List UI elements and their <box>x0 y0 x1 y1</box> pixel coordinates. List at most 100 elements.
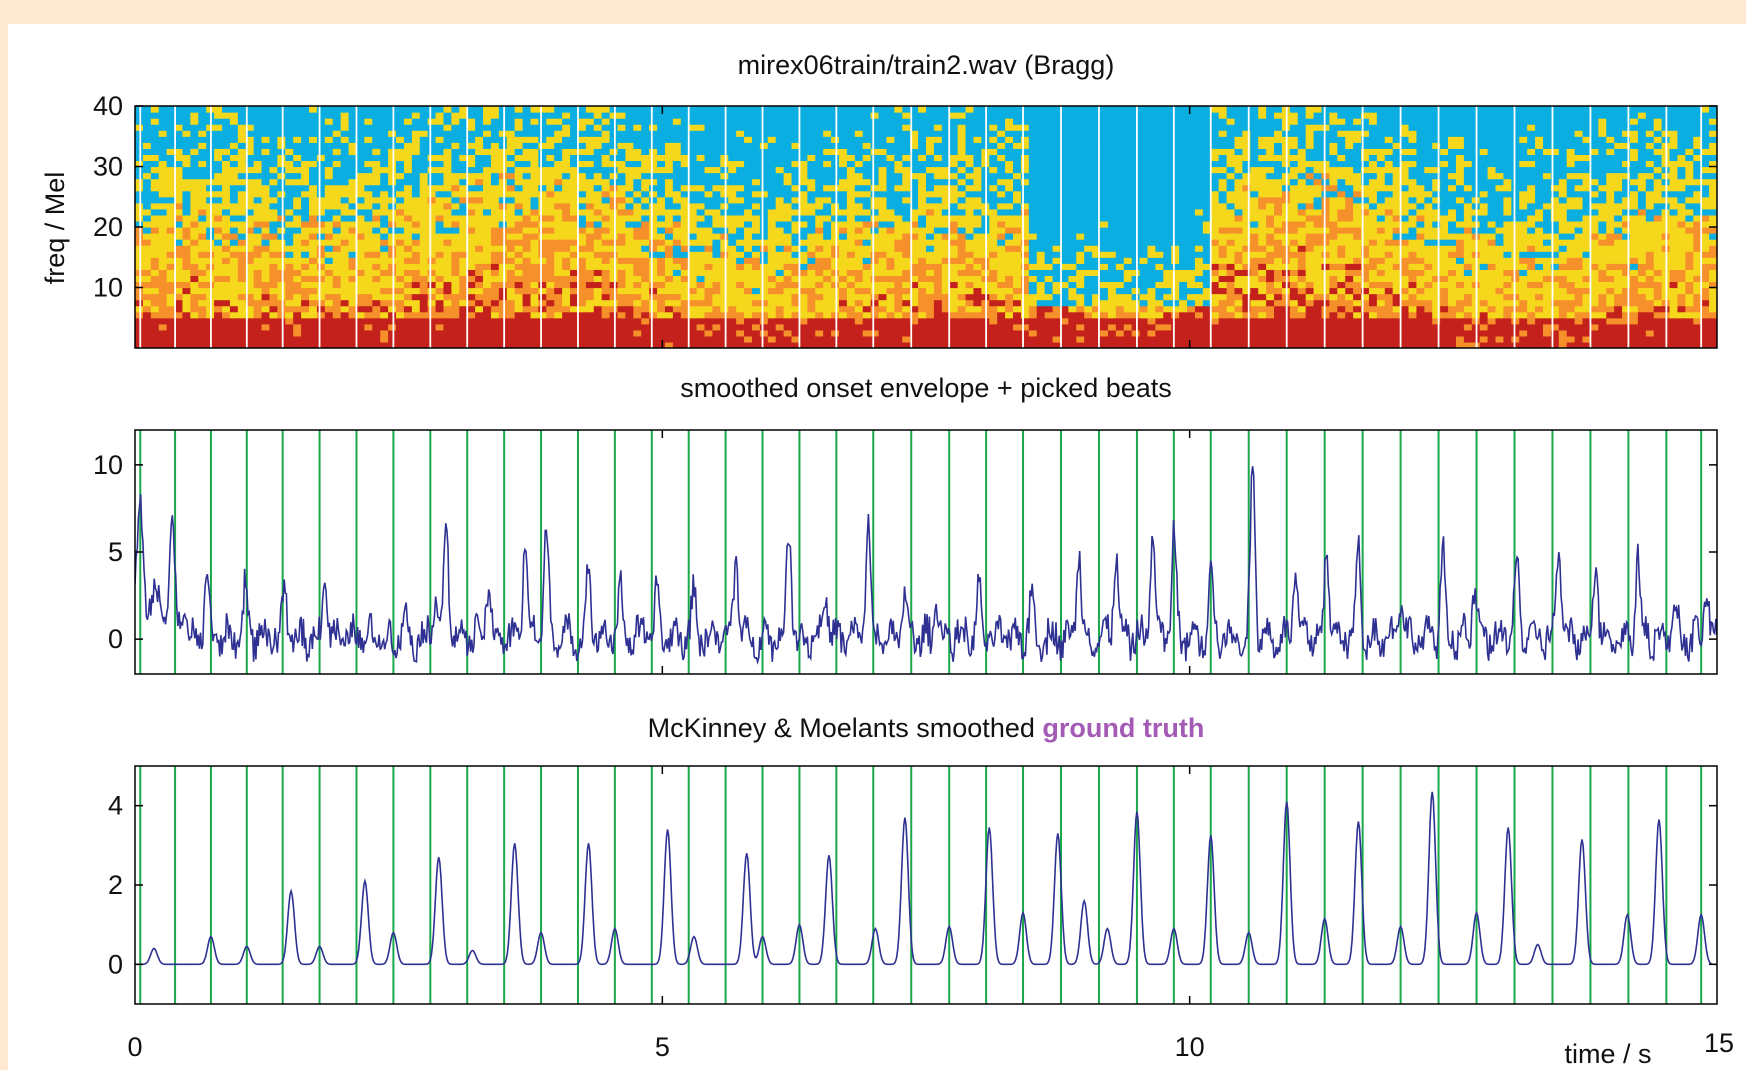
spectrogram-cell <box>1036 202 1046 210</box>
spectrogram-cell <box>672 220 682 228</box>
spectrogram-cell <box>1068 112 1077 119</box>
spectrogram-cell <box>593 208 603 216</box>
spectrogram-cell <box>1084 202 1093 210</box>
spectrogram-cell <box>862 263 872 270</box>
spectrogram-cell <box>1052 329 1062 337</box>
spectrogram-cell <box>680 245 690 252</box>
spectrogram-cell <box>261 142 271 149</box>
spectrogram-cell <box>870 112 880 119</box>
spectrogram-cell <box>973 160 982 168</box>
spectrogram-cell <box>949 190 959 198</box>
spectrogram-cell <box>823 275 832 283</box>
spectrogram-cell <box>403 245 413 252</box>
spectrogram-cell <box>767 106 777 113</box>
spectrogram-cell <box>459 136 468 143</box>
spectrogram-cell <box>348 275 358 283</box>
spectrogram-cell <box>1107 214 1117 222</box>
spectrogram-cell <box>269 299 278 307</box>
spectrogram-cell <box>332 227 342 234</box>
spectrogram-cell <box>941 214 951 222</box>
spectrogram-cell <box>419 251 429 258</box>
spectrogram-cell <box>633 166 642 174</box>
spectrogram-cell <box>712 293 721 301</box>
spectrogram-cell <box>498 166 508 174</box>
spectrogram-cell <box>649 323 658 331</box>
spectrogram-cell <box>364 305 373 313</box>
spectrogram-cell <box>657 118 666 125</box>
spectrogram-cell <box>1005 106 1014 113</box>
spectrogram-cell <box>593 305 603 313</box>
spectrogram-cell <box>1044 208 1054 216</box>
spectrogram-cell <box>1036 281 1046 289</box>
spectrogram-cell <box>253 269 263 276</box>
spectrogram-cell <box>1060 269 1069 276</box>
spectrogram-cell <box>498 190 508 198</box>
spectrogram-cell <box>285 154 294 162</box>
spectrogram-cell <box>664 190 674 198</box>
spectrogram-cell <box>1028 190 1038 198</box>
spectrogram-cell <box>633 317 642 325</box>
spectrogram-cell <box>577 245 587 252</box>
spectrogram-cell <box>372 281 381 289</box>
spectrogram-cell <box>1068 166 1077 174</box>
spectrogram-cell <box>182 341 191 348</box>
spectrogram-cell <box>506 154 516 162</box>
spectrogram-cell <box>1100 154 1109 162</box>
spectrogram-cell <box>933 293 943 301</box>
spectrogram-cell <box>799 251 808 258</box>
spectrogram-cell <box>506 227 516 234</box>
spectrogram-cell <box>1020 335 1030 343</box>
spectrogram-cell <box>1036 214 1046 222</box>
spectrogram-cell <box>388 196 397 204</box>
spectrogram-cell <box>229 293 239 301</box>
spectrogram-cell <box>1044 130 1054 137</box>
spectrogram-cell <box>918 245 927 252</box>
spectrogram-cell <box>965 251 975 258</box>
spectrogram-cell <box>1076 245 1085 252</box>
spectrogram-cell <box>633 184 642 192</box>
spectrogram-cell <box>1092 214 1101 222</box>
spectrogram-cell <box>1036 239 1046 246</box>
spectrogram-cell <box>443 287 452 295</box>
spectrogram-cell <box>324 299 334 307</box>
spectrogram-cell <box>949 124 959 131</box>
spectrogram-cell <box>514 299 524 307</box>
spectrogram-cell <box>261 214 271 222</box>
spectrogram-cell <box>348 208 358 216</box>
spectrogram-cell <box>1092 281 1101 289</box>
spectrogram-cell <box>625 299 634 307</box>
spectrogram-cell <box>229 148 239 155</box>
spectrogram-cell <box>229 227 239 234</box>
spectrogram-cell <box>293 148 302 155</box>
spectrogram-cell <box>522 257 532 264</box>
spectrogram-cell <box>1013 269 1022 276</box>
spectrogram-cell <box>253 172 263 180</box>
spectrogram-cell <box>989 172 998 180</box>
spectrogram-cell <box>403 208 413 216</box>
spectrogram-cell <box>1084 160 1093 168</box>
spectrogram-cell <box>158 112 168 119</box>
spectrogram-cell <box>182 166 191 174</box>
spectrogram-cell <box>609 196 619 204</box>
spectrogram-cell <box>190 190 199 198</box>
spectrogram-cell <box>831 112 840 119</box>
spectrogram-cell <box>617 323 627 331</box>
spectrogram-cell <box>783 118 793 125</box>
spectrogram-cell <box>910 166 919 174</box>
spectrogram-cell <box>190 208 199 216</box>
spectrogram-cell <box>364 166 373 174</box>
spectrogram-cell <box>1013 275 1022 283</box>
spectrogram-cell <box>736 329 745 337</box>
spectrogram-cell <box>585 329 595 337</box>
spectrogram-cell <box>490 106 500 113</box>
spectrogram-cell <box>411 124 421 131</box>
spectrogram-cell <box>1013 154 1022 162</box>
spectrogram-cell <box>332 335 342 343</box>
spectrogram-cell <box>720 311 729 319</box>
spectrogram-cell <box>506 166 516 174</box>
spectrogram-cell <box>767 160 777 168</box>
spectrogram-cell <box>846 293 856 301</box>
spectrogram-cell <box>158 335 168 343</box>
spectrogram-cell <box>372 160 381 168</box>
spectrogram-cell <box>1068 160 1077 168</box>
